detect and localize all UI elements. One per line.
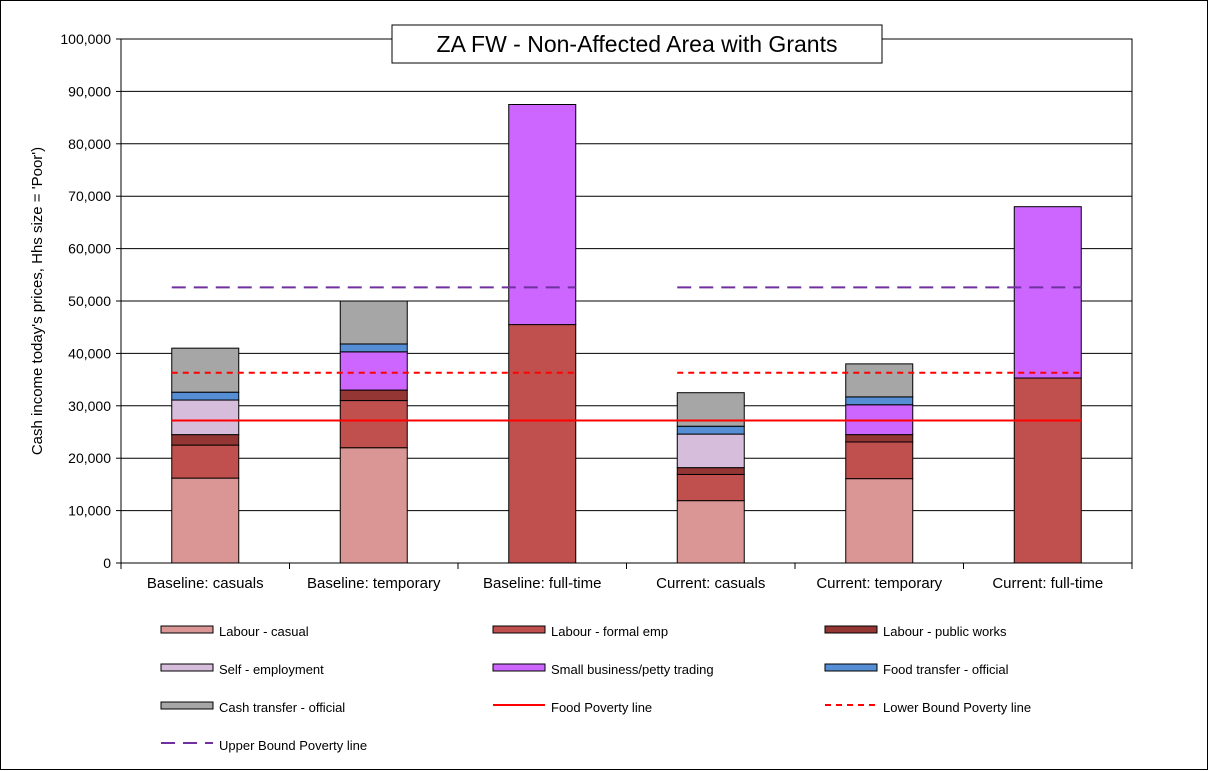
legend-swatch [160, 625, 214, 634]
bar-segment [508, 324, 577, 564]
y-tick-label: 80,000 [68, 136, 111, 152]
y-tick-label: 50,000 [68, 293, 111, 309]
legend-label: Upper Bound Poverty line [219, 738, 367, 753]
chart-title-box [391, 24, 883, 64]
bar-segment [171, 477, 240, 564]
legend-label: Labour - casual [219, 624, 309, 639]
lines-layer [171, 286, 1082, 422]
bar-segment [339, 351, 408, 391]
x-tick-label: Baseline: temporary [307, 575, 441, 592]
legend-swatch [492, 663, 546, 672]
bar-segment [676, 425, 745, 435]
bar-segment [171, 391, 240, 401]
bar-segment [508, 104, 577, 326]
bar-segment [1013, 206, 1082, 379]
grid-layer [121, 38, 1132, 512]
legend-label: Small business/petty trading [551, 662, 714, 677]
legend-swatch [824, 663, 878, 672]
bar-segment [845, 434, 914, 443]
title-layer: ZA FW - Non-Affected Area with Grants [391, 24, 883, 64]
bar-segment [1013, 377, 1082, 564]
x-tick-label: Baseline: full-time [483, 575, 601, 592]
bar-segment [171, 434, 240, 446]
axis-layer: 0 10,000 20,000 30,000 40,000 50,000 60,000 70,… [60, 31, 1133, 592]
legend-swatch [160, 701, 214, 710]
legend-label: Labour - public works [883, 624, 1007, 639]
bar-segment [845, 396, 914, 406]
x-tick-label: Current: full-time [992, 575, 1103, 592]
x-tick-label: Current: temporary [816, 575, 942, 592]
legend-label: Self - employment [219, 662, 324, 677]
x-tick-label: Baseline: casuals [147, 575, 264, 592]
chart-title: ZA FW - Non-Affected Area with Grants [437, 31, 838, 57]
bar-segment [339, 389, 408, 402]
y-tick-label: 20,000 [68, 450, 111, 466]
bar-segment [845, 363, 914, 398]
y-tick-label: 10,000 [68, 503, 111, 519]
bar-segment [339, 447, 408, 564]
bar-segment [171, 444, 240, 479]
legend-label: Food Poverty line [551, 700, 652, 715]
bar-segment [171, 347, 240, 393]
x-tick-label: Current: casuals [656, 575, 765, 592]
y-tick-label: 100,000 [60, 31, 111, 47]
y-tick-label: 40,000 [68, 345, 111, 361]
bar-segment [676, 500, 745, 564]
legend-label: Cash transfer - official [219, 700, 345, 715]
legend-swatch [492, 625, 546, 634]
bar-segment [845, 478, 914, 564]
legend-swatch [160, 663, 214, 672]
legend: Labour - casual Labour - formal emp Labour… [160, 624, 1031, 753]
bar-segment [676, 467, 745, 475]
y-tick-label: 70,000 [68, 188, 111, 204]
y-tick-label: 90,000 [68, 83, 111, 99]
bar-segment [339, 300, 408, 345]
legend-label: Lower Bound Poverty line [883, 700, 1031, 715]
legend-label: Food transfer - official [883, 662, 1009, 677]
bar-segment [676, 433, 745, 469]
bar-segment [676, 473, 745, 502]
bar-segment [171, 399, 240, 436]
legend-swatch [824, 625, 878, 634]
bar-segment [845, 441, 914, 480]
bar-segment [339, 343, 408, 353]
y-axis-label: Cash income today's prices, Hhs size = '… [29, 147, 46, 455]
bar-segment [339, 400, 408, 449]
bars-layer [171, 104, 1082, 564]
y-tick-label: 60,000 [68, 241, 111, 257]
y-tick-label: 30,000 [68, 398, 111, 414]
legend-label: Labour - formal emp [551, 624, 668, 639]
y-tick-label: 0 [103, 555, 111, 571]
